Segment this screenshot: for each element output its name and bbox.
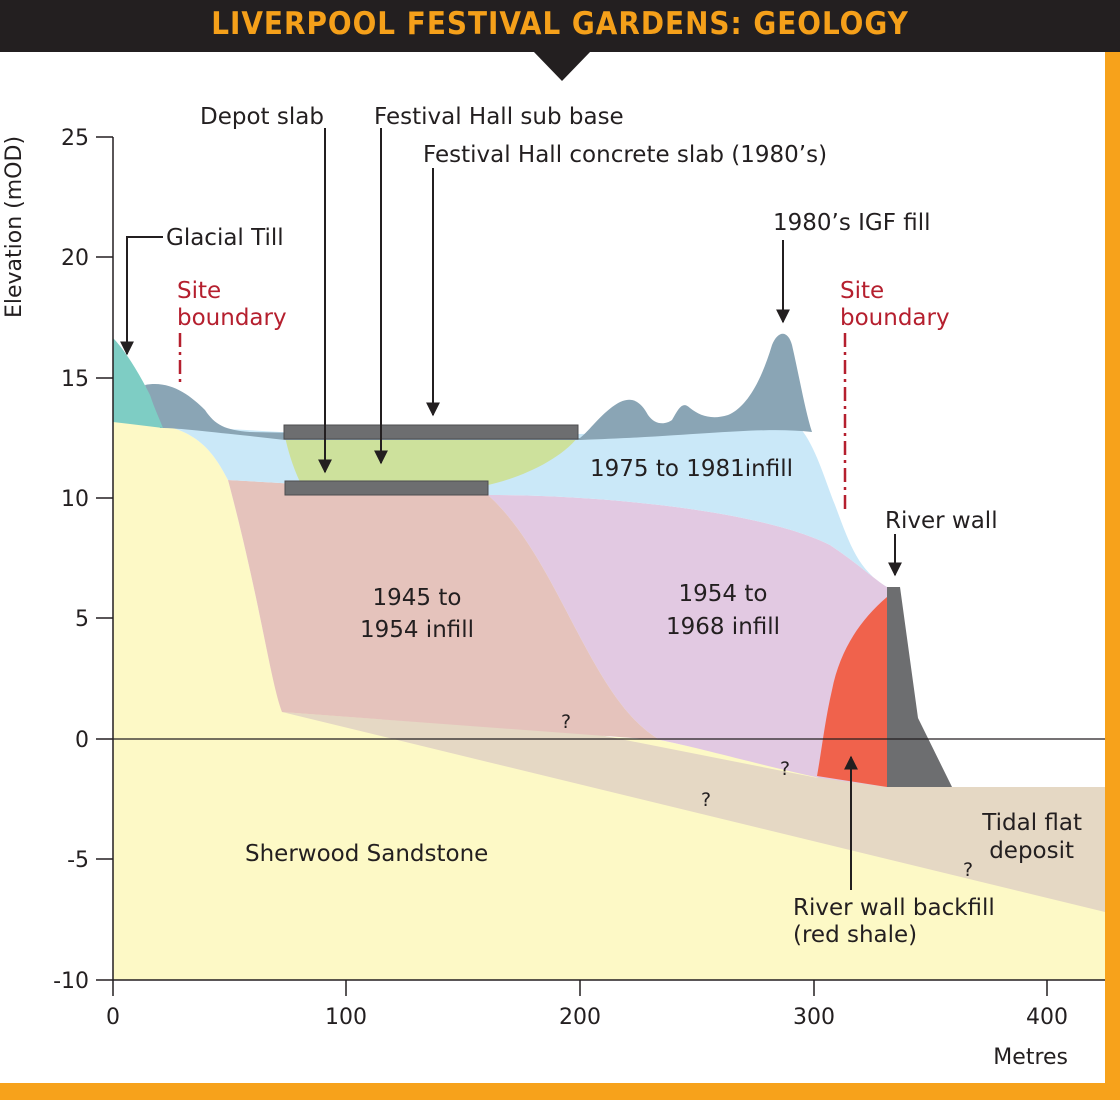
site-boundary-left-label-line2: boundary bbox=[177, 305, 287, 331]
glacial-till-arrow bbox=[120, 236, 163, 356]
tidal-flat-label-line1: Tidal flat bbox=[981, 810, 1082, 836]
fh-concrete-label: Festival Hall concrete slab (1980’s) bbox=[423, 142, 827, 168]
unknown-marker: ? bbox=[561, 711, 571, 733]
festival-hall-concrete-slab bbox=[283, 424, 579, 440]
river-wall-label: River wall bbox=[885, 508, 998, 534]
igf-fill-layer bbox=[145, 333, 812, 440]
unknown-marker: ? bbox=[780, 758, 790, 780]
y-tick-label: 20 bbox=[61, 246, 89, 271]
y-tick-label: 25 bbox=[61, 126, 89, 151]
infill-1954-label-line1: 1954 to bbox=[679, 581, 768, 607]
x-tick-label: 300 bbox=[793, 1005, 835, 1030]
axis-ticks bbox=[96, 136, 1048, 996]
title-notch bbox=[533, 51, 591, 81]
glacial-till-label: Glacial Till bbox=[166, 225, 284, 251]
y-tick-label: 0 bbox=[75, 728, 89, 753]
backfill-label-line1: River wall backfill bbox=[793, 895, 995, 921]
unknown-marker: ? bbox=[963, 859, 973, 881]
x-tick-label: 200 bbox=[559, 1005, 601, 1030]
site-boundary-right-label-line2: boundary bbox=[840, 305, 950, 331]
y-tick-label: 15 bbox=[61, 367, 89, 392]
x-tick-label: 400 bbox=[1026, 1005, 1068, 1030]
x-axis-label: Metres bbox=[993, 1045, 1068, 1070]
infill-1954-label-line2: 1968 infill bbox=[666, 614, 780, 640]
infill-1945-label-line2: 1954 infill bbox=[360, 617, 474, 643]
diagram-title: LIVERPOOL FESTIVAL GARDENS: GEOLOGY bbox=[211, 6, 909, 42]
y-tick-label: -5 bbox=[67, 848, 89, 873]
frame-right-border bbox=[1105, 52, 1120, 1100]
frame-bottom-border bbox=[0, 1083, 1120, 1100]
x-tick-label: 100 bbox=[325, 1005, 367, 1030]
y-axis-label: Elevation (mOD) bbox=[2, 136, 27, 318]
depot-slab bbox=[284, 480, 489, 496]
unknown-marker: ? bbox=[701, 789, 711, 811]
festival-hall-sub-base bbox=[285, 437, 578, 485]
depot-slab-label: Depot slab bbox=[200, 104, 324, 130]
infill-1975-label: 1975 to 1981infill bbox=[590, 456, 793, 482]
site-boundary-left-label-line1: Site bbox=[177, 278, 221, 304]
site-boundary-right-label-line1: Site bbox=[840, 278, 884, 304]
sandstone-label: Sherwood Sandstone bbox=[245, 841, 488, 867]
backfill-label-line2: (red shale) bbox=[793, 922, 917, 948]
infill-1945-label-line1: 1945 to bbox=[373, 585, 462, 611]
infill-1954-1968-layer bbox=[488, 495, 887, 787]
tidal-flat-main bbox=[282, 712, 1105, 912]
glacial-till-layer bbox=[113, 338, 163, 428]
y-tick-label: -10 bbox=[53, 969, 89, 994]
infill-1945-1954-layer bbox=[228, 480, 660, 740]
y-tick-label: 10 bbox=[61, 487, 89, 512]
river-wall bbox=[887, 587, 952, 787]
igf-fill-label: 1980’s IGF fill bbox=[773, 210, 931, 236]
x-tick-label: 0 bbox=[106, 1005, 120, 1030]
y-tick-label: 5 bbox=[75, 607, 89, 632]
fh-sub-base-label: Festival Hall sub base bbox=[374, 104, 624, 130]
title-bar bbox=[0, 0, 1120, 52]
tidal-flat-label-line2: deposit bbox=[989, 838, 1074, 864]
